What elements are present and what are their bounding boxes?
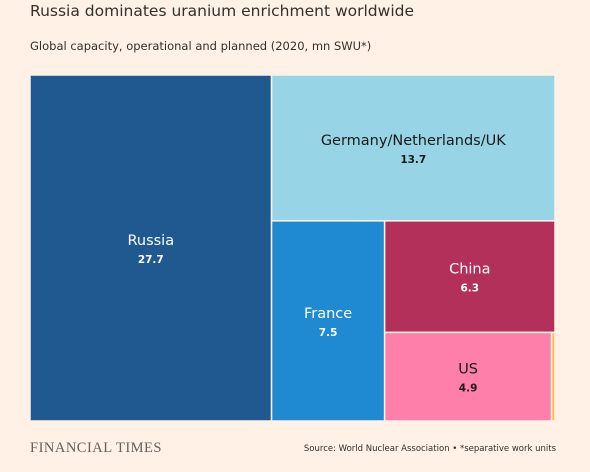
treemap-label-france: France (304, 306, 352, 322)
treemap-value-china: 6.3 (461, 283, 480, 295)
treemap-cell-russia (30, 75, 273, 421)
source-note: Source: World Nuclear Association • *sep… (303, 444, 556, 454)
treemap-value-russia: 27.7 (138, 254, 164, 266)
treemap-label-russia: Russia (127, 233, 174, 249)
treemap-area: Russia 27.7 Germany/Netherlands/UK 13.7 Fran… (30, 75, 555, 421)
treemap-value-germany-netherlands-uk: 13.7 (400, 154, 426, 166)
treemap-cell-france (270, 220, 386, 421)
treemap-value-us: 4.9 (459, 383, 478, 395)
treemap-cell-other-5 (550, 331, 555, 421)
treemap-cell-china (383, 220, 555, 334)
chart-subtitle: Global capacity, operational and planned… (30, 39, 372, 53)
chart-title: Russia dominates uranium enrichment worl… (30, 2, 415, 20)
treemap-label-germany-netherlands-uk: Germany/Netherlands/UK (321, 133, 506, 149)
treemap-label-china: China (449, 262, 490, 278)
treemap-cell-us (383, 331, 553, 421)
treemap-label-us: US (458, 362, 478, 378)
treemap-svg: Russia 27.7 Germany/Netherlands/UK 13.7 Fran… (30, 75, 555, 421)
treemap-value-france: 7.5 (319, 327, 338, 339)
treemap-cell-germany-netherlands-uk (270, 75, 555, 222)
brand-logo: FINANCIAL TIMES (30, 440, 162, 456)
